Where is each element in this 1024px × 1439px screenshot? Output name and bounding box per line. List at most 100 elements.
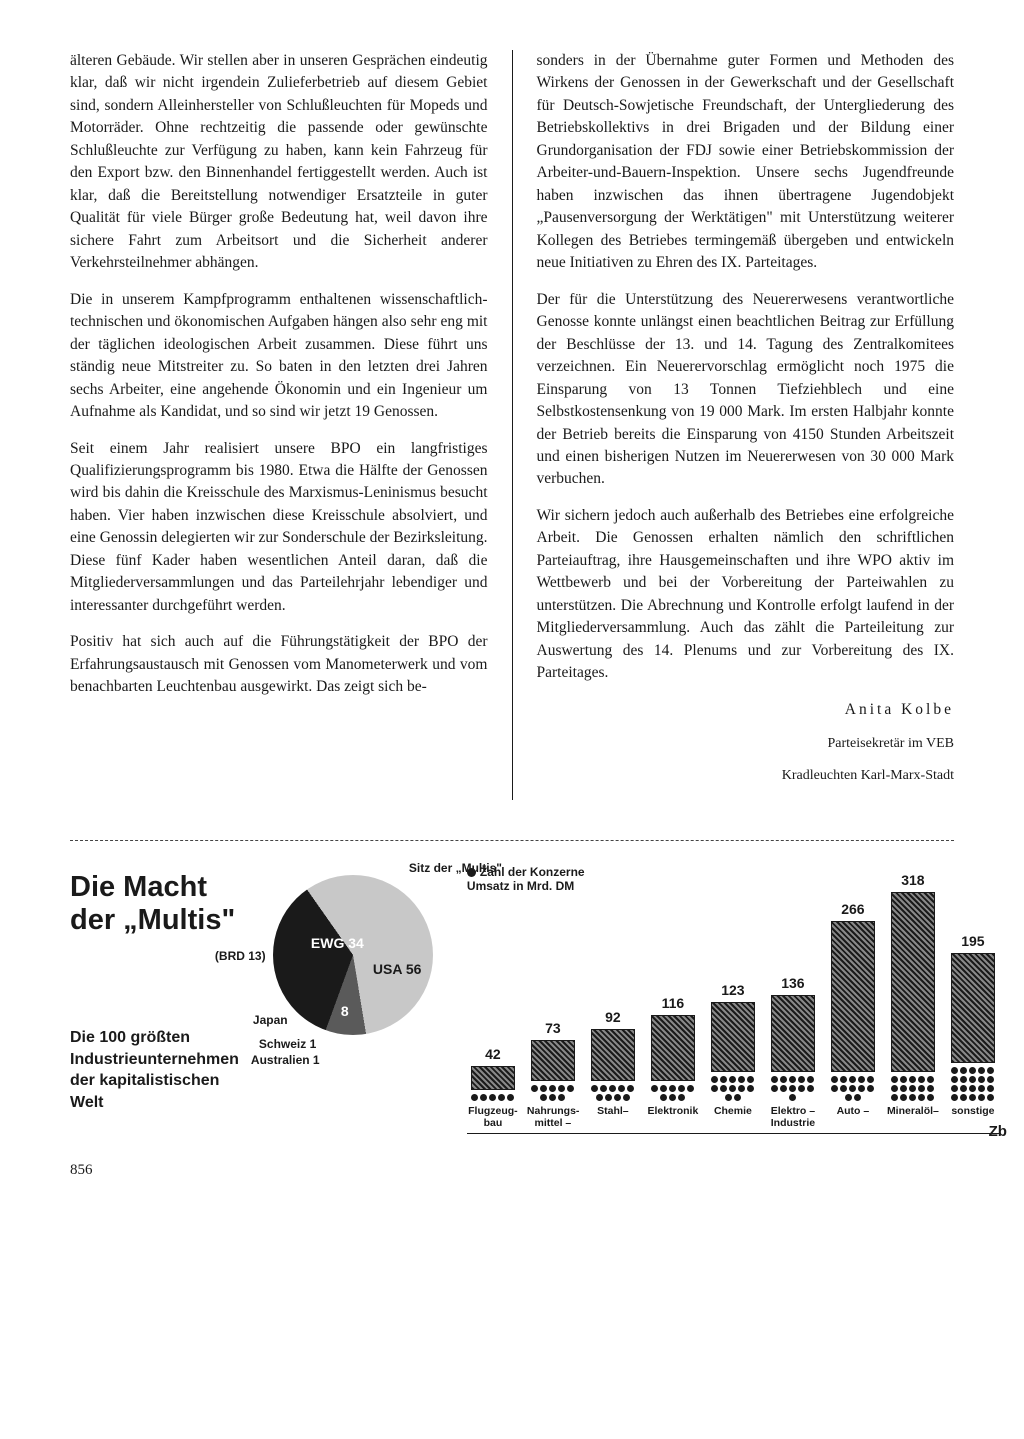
count-dot-icon [909, 1085, 916, 1092]
count-dot-icon [549, 1085, 556, 1092]
right-column: sonders in der Übernahme guter Formen un… [537, 50, 955, 800]
count-dot-icon [927, 1094, 934, 1101]
legend-line: Umsatz in Mrd. DM [467, 879, 574, 893]
count-dot-icon [789, 1094, 796, 1101]
chart-baseline [467, 1133, 999, 1134]
count-dot-icon [623, 1094, 630, 1101]
bar-value-label: 92 [602, 1008, 624, 1026]
bar-category-label: Elektro –Industrie [767, 1105, 819, 1131]
author-name: Anita Kolbe [537, 699, 955, 721]
bar-item: 136 Elektro –Industrie [767, 974, 819, 1131]
count-dot-icon [596, 1094, 603, 1101]
count-dot-icon [780, 1085, 787, 1092]
count-dot-icon [567, 1085, 574, 1092]
count-dot-icon [600, 1085, 607, 1092]
artist-signature: Zb [989, 1123, 1007, 1140]
infographic: Die Macht der „Multis" Die 100 größten I… [70, 865, 954, 1134]
count-dot-icon [558, 1085, 565, 1092]
count-dot-icon [489, 1094, 496, 1101]
count-dot-icon [951, 1085, 958, 1092]
count-dot-icon [858, 1076, 865, 1083]
count-dot-icon [951, 1076, 958, 1083]
count-dot-icon [771, 1085, 778, 1092]
bars-container: 42Flugzeug-bau73Nahrungs-mittel –92Stahl… [467, 911, 999, 1131]
count-dot-icon [960, 1085, 967, 1092]
count-dot-icon [858, 1085, 865, 1092]
count-dot-icon [987, 1067, 994, 1074]
count-dot-icon [480, 1094, 487, 1101]
pie-callout-label: (BRD 13) [215, 949, 266, 963]
count-dot-icon [987, 1085, 994, 1092]
count-dot-icon [687, 1085, 694, 1092]
count-dot-icon [909, 1076, 916, 1083]
count-dot-icon [614, 1094, 621, 1101]
bar-rect [771, 995, 815, 1072]
bar-value-label: 123 [718, 981, 747, 999]
count-dot-icon [831, 1076, 838, 1083]
count-dot-icon [918, 1085, 925, 1092]
bar-value-label: 136 [778, 974, 807, 992]
infographic-left: Die Macht der „Multis" Die 100 größten I… [70, 865, 239, 1134]
column-divider [512, 50, 513, 800]
count-dot-icon [978, 1076, 985, 1083]
bar-item: 92Stahl– [587, 1008, 639, 1131]
bar-category-label: Elektronik [647, 1105, 699, 1131]
count-dot-icon [729, 1076, 736, 1083]
count-dot-icon [711, 1085, 718, 1092]
bar-category-label: Flugzeug-bau [467, 1105, 519, 1131]
count-dot-icon [660, 1085, 667, 1092]
count-dot-icon [711, 1076, 718, 1083]
bar-value-label: 266 [838, 900, 867, 918]
count-dot-icon [720, 1076, 727, 1083]
count-dot-icon [498, 1094, 505, 1101]
count-dot-icon [927, 1085, 934, 1092]
count-dot-icon [747, 1076, 754, 1083]
bar-rect [891, 892, 935, 1072]
count-dot-icon [789, 1085, 796, 1092]
pie-chart: Sitz der „Multis" EWG 34USA 568 (BRD 13)… [259, 865, 449, 1075]
count-dot-icon [798, 1076, 805, 1083]
pie-slice-label: USA 56 [373, 961, 422, 977]
count-dot-icon [729, 1085, 736, 1092]
paragraph: Der für die Unterstützung des Neuererwes… [537, 289, 955, 491]
count-dot-icon [849, 1076, 856, 1083]
bar-item: 266Auto – [827, 900, 879, 1131]
page-root: älteren Gebäude. Wir stellen aber in uns… [70, 50, 954, 1179]
bar-rect [531, 1040, 575, 1081]
count-dot-icon [678, 1094, 685, 1101]
count-dot-icon [900, 1085, 907, 1092]
paragraph: Die in unserem Kampfprogramm enthaltenen… [70, 289, 488, 424]
bar-value-label: 195 [958, 932, 987, 950]
count-dot-icon [738, 1076, 745, 1083]
count-dot-icon [609, 1085, 616, 1092]
count-dot-icon [960, 1067, 967, 1074]
bar-category-label: Nahrungs-mittel – [527, 1105, 579, 1131]
count-dot-icon [849, 1085, 856, 1092]
count-dot-icon [854, 1094, 861, 1101]
count-dot-icon [591, 1085, 598, 1092]
count-dot-icon [605, 1094, 612, 1101]
count-dot-icon [660, 1094, 667, 1101]
author-role: Kradleuchten Karl-Marx-Stadt [537, 767, 955, 785]
bar-category-label: Chemie [707, 1105, 759, 1131]
count-dot-icon [549, 1094, 556, 1101]
count-dot-icon [845, 1094, 852, 1101]
paragraph: Seit einem Jahr realisiert unsere BPO ei… [70, 438, 488, 618]
count-dot-icon [951, 1067, 958, 1074]
count-dot-icon [900, 1094, 907, 1101]
bar-dot-count [469, 1094, 517, 1101]
paragraph: sonders in der Übernahme guter Formen un… [537, 50, 955, 275]
author-role: Parteisekretär im VEB [537, 735, 955, 753]
bar-rect [831, 921, 875, 1072]
pie-callout-label: Japan [253, 1013, 288, 1027]
count-dot-icon [891, 1076, 898, 1083]
count-dot-icon [780, 1076, 787, 1083]
paragraph: Wir sichern jedoch auch außerhalb des Be… [537, 505, 955, 685]
infographic-title: Die Macht der „Multis" [70, 871, 239, 938]
count-dot-icon [507, 1094, 514, 1101]
count-dot-icon [951, 1094, 958, 1101]
bar-value-label: 73 [542, 1019, 564, 1037]
count-dot-icon [807, 1085, 814, 1092]
infographic-subtitle: Die 100 größten Industrieunternehmen der… [70, 1027, 239, 1113]
count-dot-icon [918, 1076, 925, 1083]
